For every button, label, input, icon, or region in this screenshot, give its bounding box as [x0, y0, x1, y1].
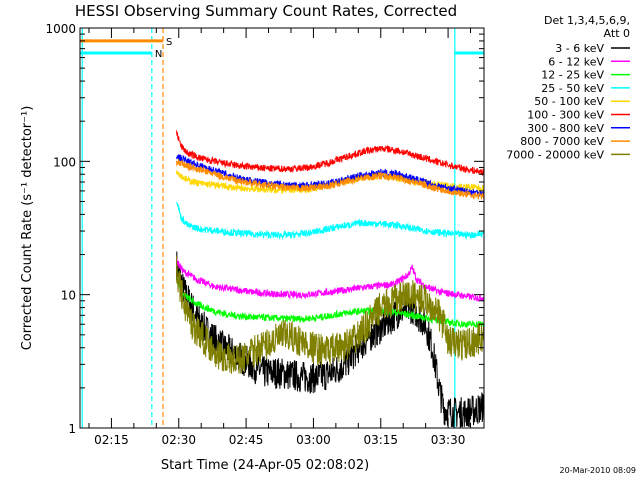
series-line-3	[176, 201, 484, 241]
legend-header-line2: Att 0	[604, 27, 630, 40]
plot-frame	[79, 27, 485, 429]
y-tick-label: 10	[61, 289, 76, 303]
y-tick-label: 100	[53, 155, 76, 169]
x-tick-label: 02:45	[229, 433, 264, 447]
series-line-0	[176, 251, 484, 428]
legend-label-7: 800 - 7000 keV	[520, 135, 604, 148]
state-bar-label-s: S	[166, 37, 172, 48]
y-tick-label: 1	[68, 422, 76, 436]
series-line-1	[176, 257, 484, 303]
x-axis-label: Start Time (24-Apr-05 02:08:02)	[161, 458, 369, 473]
x-tick-label: 03:30	[431, 433, 466, 447]
state-bar-label-n: N	[155, 49, 162, 60]
legend-label-2: 12 - 25 keV	[541, 69, 604, 82]
x-tick-label: 03:15	[363, 433, 398, 447]
y-axis-label: Corrected Count Rate (s⁻¹ detector⁻¹)	[20, 106, 35, 351]
chart-title: HESSI Observing Summary Count Rates, Cor…	[75, 2, 457, 20]
legend-label-8: 7000 - 20000 keV	[506, 148, 604, 161]
y-tick-label: 1000	[45, 22, 76, 36]
vertical-markers	[81, 28, 456, 428]
legend-label-3: 25 - 50 keV	[541, 82, 604, 95]
x-tick-label: 03:00	[296, 433, 331, 447]
x-tick-label: 02:15	[94, 433, 129, 447]
series-line-7	[176, 158, 484, 201]
series-line-8	[176, 255, 484, 374]
legend-label-6: 300 - 800 keV	[527, 122, 604, 135]
axes: 1 10 100 1000 02:15 02:30 02:45 03:00 03:15 03:30	[45, 22, 484, 447]
series-line-5	[176, 130, 484, 177]
state-bars: SN	[80, 37, 484, 60]
legend-label-4: 50 - 100 keV	[534, 95, 604, 108]
legend-label-1: 6 - 12 keV	[548, 55, 604, 68]
legend-header-line1: Det 1,3,4,5,6,9,	[544, 14, 630, 27]
series-lines	[176, 130, 484, 428]
plot-area: SN 1 10 100 1000 02:15 02:30 02:45 03:00 03:15 03…	[45, 22, 485, 447]
legend-label-5: 100 - 300 keV	[527, 109, 604, 122]
legend-label-0: 3 - 6 keV	[555, 42, 604, 55]
x-tick-label: 02:30	[161, 433, 196, 447]
generated-timestamp: 20-Mar-2010 08:09	[560, 466, 637, 475]
